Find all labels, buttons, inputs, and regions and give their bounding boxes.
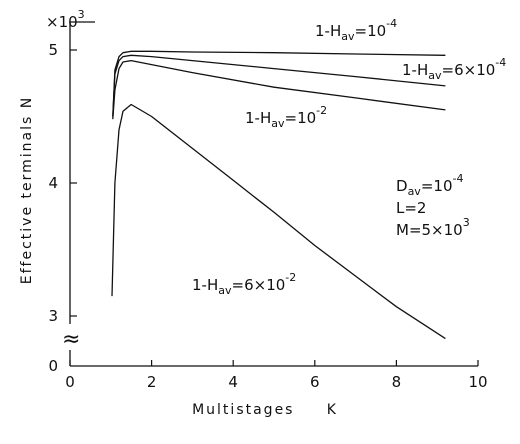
y-axis-title: Effective terminals N <box>19 96 35 284</box>
annotation-curve-3: 1-Hav=10-2 <box>245 104 327 130</box>
y-multiplier-base: ×10 <box>46 13 78 31</box>
x-tick-label: 0 <box>65 373 75 391</box>
x-ticks: 0 2 4 6 8 10 <box>65 360 488 391</box>
x-tick-label: 2 <box>147 373 157 391</box>
y-tick-label: 5 <box>48 41 58 59</box>
x-tick-label: 6 <box>310 373 320 391</box>
series-group <box>111 50 446 340</box>
annotation-curve-1: 1-Hav=10-4 <box>315 17 397 43</box>
series-line-4 <box>111 103 446 340</box>
y-multiplier-exp: 3 <box>78 8 85 21</box>
param-d: Dav=10-4 <box>396 172 463 198</box>
series-line-3 <box>112 59 446 120</box>
y-tick-label: 4 <box>48 174 58 192</box>
y-tick-label: 3 <box>48 307 58 325</box>
x-tick-label: 8 <box>392 373 402 391</box>
series-line-2 <box>112 54 446 117</box>
x-axis-title: Multistages K <box>192 402 338 418</box>
x-tick-label: 10 <box>468 373 487 391</box>
annotation-curve-2: 1-Hav=6×10-4 <box>402 56 506 82</box>
y-ticks: 3 4 5 <box>48 41 77 325</box>
param-m: M=5×103 <box>396 216 470 239</box>
annotation-curve-4: 1-Hav=6×10-2 <box>192 271 296 297</box>
axis-break-symbol: ≈ <box>62 327 80 352</box>
y-multiplier-label: ×103 <box>46 8 85 31</box>
series-line-1 <box>112 50 446 117</box>
param-l: L=2 <box>396 199 426 217</box>
axes: ≈ <box>62 21 478 367</box>
x-tick-label: 4 <box>228 373 238 391</box>
y-zero-label: 0 <box>48 357 58 375</box>
